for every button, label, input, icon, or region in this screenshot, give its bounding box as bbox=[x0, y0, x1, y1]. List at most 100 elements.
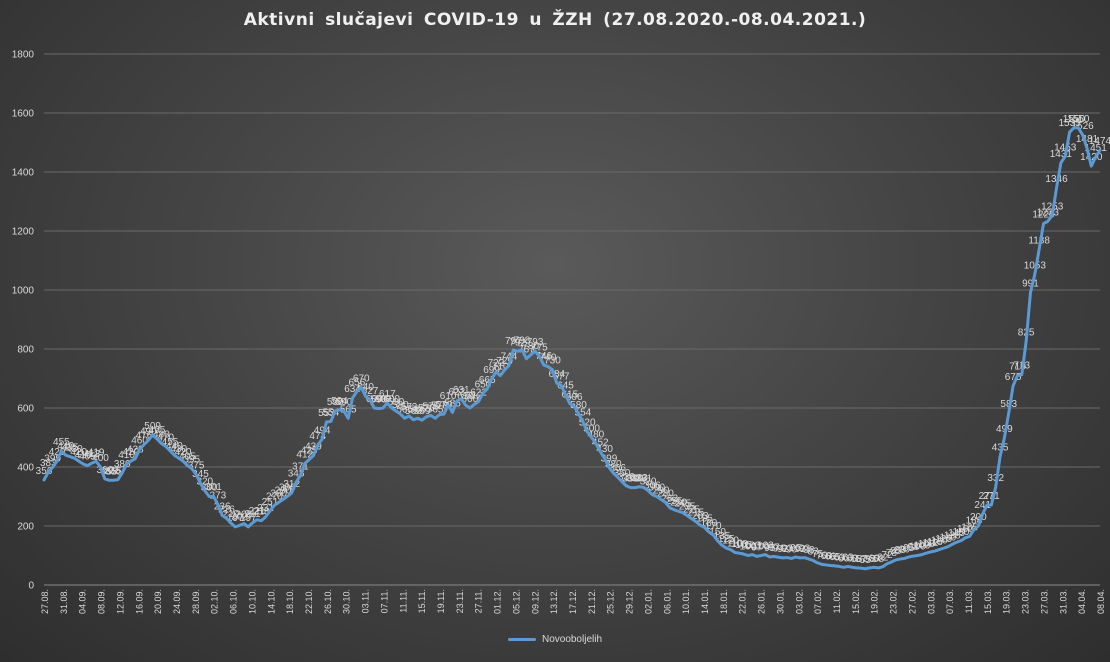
data-label: 650 bbox=[475, 379, 492, 390]
data-label: 90 bbox=[899, 544, 911, 555]
data-label: 399 bbox=[601, 453, 618, 464]
data-label: 425 bbox=[301, 446, 318, 457]
data-label: 797 bbox=[505, 336, 522, 347]
data-label: 420 bbox=[175, 447, 192, 458]
legend-label: Novooboljelih bbox=[541, 634, 603, 645]
x-tick-label: 04.09. bbox=[78, 589, 88, 614]
x-tick-label: 06.01. bbox=[662, 589, 672, 614]
y-tick-label: 1000 bbox=[12, 286, 35, 297]
data-label: 300 bbox=[279, 483, 296, 494]
data-label: 345 bbox=[192, 469, 209, 480]
data-label: 573 bbox=[401, 402, 418, 413]
data-label: 103 bbox=[913, 541, 930, 552]
data-label: 236 bbox=[214, 501, 231, 512]
data-label: 413 bbox=[83, 449, 100, 460]
data-label: 97 bbox=[769, 542, 781, 553]
data-label: 585 bbox=[444, 398, 461, 409]
data-label: 780 bbox=[522, 341, 539, 352]
data-label: 476 bbox=[136, 431, 153, 442]
data-label: 197 bbox=[240, 513, 257, 524]
data-label: 722 bbox=[488, 358, 505, 369]
data-label: 103 bbox=[757, 541, 774, 552]
data-label: 590 bbox=[388, 397, 405, 408]
data-label: 615 bbox=[561, 390, 578, 401]
data-label: 793 bbox=[527, 337, 544, 348]
x-tick-label: 02.10. bbox=[210, 589, 220, 614]
x-tick-label: 23.02. bbox=[889, 589, 899, 614]
data-label: 100 bbox=[740, 542, 757, 553]
data-label: 1225 bbox=[1032, 210, 1055, 221]
data-label: 634 bbox=[344, 384, 361, 395]
y-tick-label: 0 bbox=[28, 581, 34, 592]
data-label: 428 bbox=[127, 445, 144, 456]
data-label: 255 bbox=[666, 496, 683, 507]
data-label: 400 bbox=[92, 453, 109, 464]
data-label: 60 bbox=[868, 553, 880, 564]
data-label: 120 bbox=[722, 536, 739, 547]
chart-title: Aktivni slučajevi COVID-19 u ŽZH (27.08.… bbox=[243, 10, 867, 30]
data-label: 580 bbox=[570, 400, 587, 411]
data-label: 170 bbox=[705, 521, 722, 532]
data-label: 578 bbox=[431, 400, 448, 411]
data-label: 58 bbox=[873, 554, 885, 565]
data-label: 188 bbox=[966, 516, 983, 527]
data-label: 92 bbox=[795, 544, 807, 555]
data-label: 1526 bbox=[1071, 121, 1094, 132]
data-label: 598 bbox=[370, 395, 387, 406]
data-label: 645 bbox=[557, 381, 574, 392]
x-tick-label: 14.01. bbox=[700, 589, 710, 614]
data-label: 623 bbox=[448, 387, 465, 398]
data-label: 330 bbox=[627, 474, 644, 485]
data-label: 271 bbox=[983, 491, 1000, 502]
data-label: 554 bbox=[322, 408, 339, 419]
data-label: 70 bbox=[816, 550, 828, 561]
data-label: 241 bbox=[974, 500, 991, 511]
data-label: 606 bbox=[566, 392, 583, 403]
data-label: 115 bbox=[927, 537, 943, 548]
data-label: 991 bbox=[1022, 279, 1039, 290]
data-label: 612 bbox=[466, 390, 483, 401]
data-label: 306 bbox=[644, 481, 661, 492]
data-label: 290 bbox=[275, 485, 292, 496]
data-label: 460 bbox=[131, 435, 148, 446]
data-label: 357 bbox=[110, 466, 127, 477]
x-tick-label: 27.03. bbox=[1039, 589, 1049, 614]
x-tick-label: 07.11. bbox=[379, 589, 389, 613]
data-label: 405 bbox=[79, 452, 96, 463]
data-label: 63 bbox=[842, 552, 854, 563]
x-tick-label: 15.03. bbox=[983, 589, 993, 614]
data-label: 225 bbox=[683, 505, 700, 516]
data-label: 631 bbox=[453, 385, 470, 396]
data-label: 430 bbox=[170, 444, 187, 455]
data-label: 565 bbox=[340, 404, 357, 415]
data-label: 600 bbox=[462, 394, 479, 405]
x-tick-label: 26.10. bbox=[323, 589, 333, 614]
data-label: 617 bbox=[379, 389, 396, 400]
data-label: 180 bbox=[701, 518, 718, 529]
data-label: 55 bbox=[860, 555, 872, 566]
x-tick-label: 11.11. bbox=[398, 589, 408, 613]
data-label: 165 bbox=[961, 522, 978, 533]
data-label: 145 bbox=[948, 528, 965, 539]
x-tick-label: 07.02. bbox=[813, 589, 823, 614]
data-label: 366 bbox=[609, 463, 626, 474]
x-tick-label: 31.08. bbox=[59, 589, 69, 614]
x-tick-label: 27.11. bbox=[474, 589, 484, 613]
series-lines bbox=[42, 126, 1102, 571]
data-label: 58 bbox=[851, 554, 863, 565]
data-label: 420 bbox=[49, 447, 66, 458]
y-tick-label: 1600 bbox=[12, 109, 35, 120]
data-label: 231 bbox=[257, 503, 274, 514]
data-label: 290 bbox=[653, 485, 670, 496]
data-label: 500 bbox=[583, 424, 600, 435]
x-tick-label: 06.10. bbox=[229, 589, 239, 614]
x-tick-label: 31.03. bbox=[1058, 589, 1068, 614]
x-tick-label: 24.09. bbox=[172, 589, 182, 614]
data-label: 215 bbox=[688, 508, 705, 519]
data-label: 251 bbox=[262, 497, 279, 508]
x-axis-tick-labels: 27.08. 31.08. 04.09. 08.09. 12.09. 16.09. 20.0… bbox=[40, 589, 1106, 614]
data-label: 622 bbox=[470, 388, 487, 399]
data-label: 684 bbox=[548, 369, 565, 380]
data-label: 746 bbox=[535, 351, 552, 362]
data-label: 380 bbox=[114, 459, 131, 470]
